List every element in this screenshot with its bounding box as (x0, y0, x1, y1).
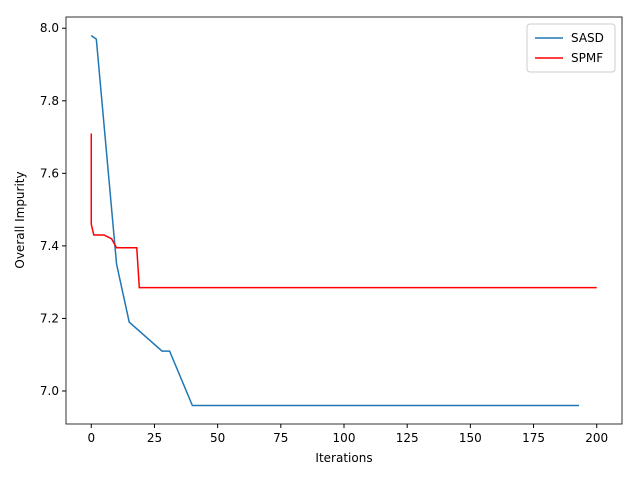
x-axis-label: Iterations (315, 451, 372, 465)
x-tick-label: 50 (210, 431, 225, 445)
y-tick-label: 7.2 (40, 311, 59, 325)
y-tick-label: 7.8 (40, 94, 59, 108)
x-tick-label: 200 (585, 431, 608, 445)
line-series (90, 34, 580, 407)
legend-box (526, 23, 616, 73)
legend-label: SPMF (571, 51, 603, 65)
line-series (90, 133, 597, 289)
y-axis-label: Overall Impurity (13, 171, 27, 268)
x-tick-label: 125 (396, 431, 419, 445)
y-tick-label: 7.6 (40, 166, 59, 180)
y-tick-label: 8.0 (40, 21, 59, 35)
plot-frame (65, 16, 623, 425)
y-tick-label: 7.4 (40, 239, 59, 253)
x-tick-label: 100 (333, 431, 356, 445)
legend-label: SASD (571, 31, 604, 45)
x-tick-label: 0 (87, 431, 95, 445)
x-tick-label: 25 (147, 431, 162, 445)
x-tick-label: 75 (273, 431, 288, 445)
y-tick-label: 7.0 (40, 384, 59, 398)
x-tick-label: 175 (522, 431, 545, 445)
x-tick-label: 150 (459, 431, 482, 445)
